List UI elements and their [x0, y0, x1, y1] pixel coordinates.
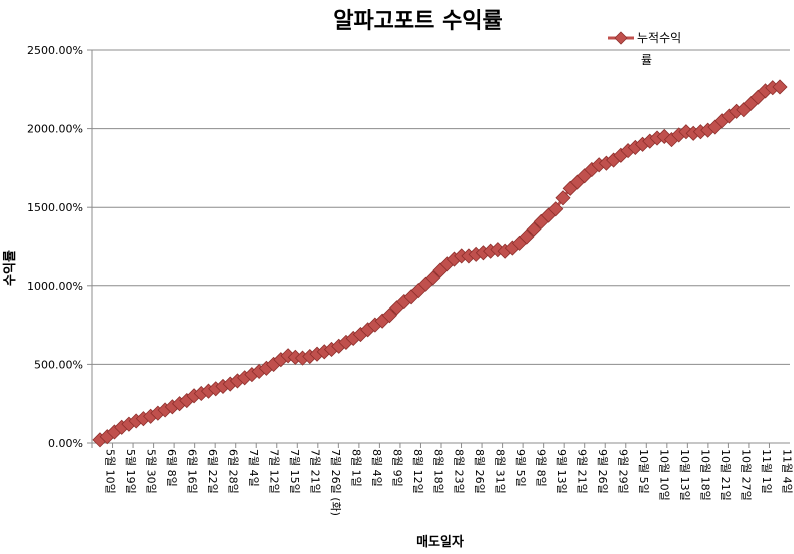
y-tick-label: 2500.00% — [27, 44, 83, 57]
y-tick-label: 1500.00% — [27, 201, 83, 214]
x-tick-label: 10월 5일 — [637, 449, 651, 494]
data-point — [519, 229, 535, 245]
x-tick-label: 10월 27일 — [740, 449, 754, 501]
data-point — [381, 308, 397, 324]
x-tick-label: 6월 8일 — [165, 449, 179, 487]
x-tick-label: 7월 12일 — [268, 449, 282, 494]
legend: 누적수익 률 — [608, 31, 681, 67]
x-tick-label: 11월 4일 — [781, 449, 794, 494]
x-tick-label: 10월 10일 — [658, 449, 672, 501]
legend-label-line2: 률 — [641, 53, 652, 67]
x-tick-label: 10월 21일 — [719, 449, 733, 501]
data-point — [526, 221, 542, 237]
y-tick-label: 0.00% — [48, 437, 83, 450]
y-tick-label: 1000.00% — [27, 280, 83, 293]
data-point — [548, 201, 564, 217]
x-tick-label: 7월 15일 — [288, 449, 302, 494]
y-axis: 0.00% 500.00% 1000.00% 1500.00% 2000.00% 2500… — [27, 44, 93, 450]
x-tick-label: 5월 30일 — [144, 449, 158, 494]
y-axis-title: 수익률 — [2, 250, 18, 286]
legend-label-line1: 누적수익 — [637, 31, 681, 45]
legend-marker — [614, 31, 628, 45]
x-tick-label: 8월 31일 — [493, 449, 507, 494]
x-tick-label: 9월 29일 — [617, 449, 631, 494]
x-axis: 5월 10일 5월 19일 5월 30일 6월 8일 6월 16일 6월 22일 6월 28… — [91, 442, 794, 516]
y-tick-label: 2000.00% — [27, 123, 83, 136]
x-tick-label: 9월 26일 — [596, 449, 610, 494]
data-point — [555, 190, 571, 206]
data-point — [425, 270, 441, 286]
x-tick-label: 8월 12일 — [411, 449, 425, 494]
x-tick-label: 8월 26일 — [473, 449, 487, 494]
x-tick-label: 8월 18일 — [432, 449, 446, 494]
x-tick-label: 10월 13일 — [678, 449, 692, 501]
x-tick-label: 7월 4일 — [247, 449, 261, 487]
x-tick-label: 7월 21일 — [309, 449, 323, 494]
x-tick-label: 7월 26일 (화) — [329, 449, 343, 516]
x-tick-label: 8월 1일 — [350, 449, 364, 487]
x-tick-label: 6월 28일 — [226, 449, 240, 494]
y-tick-label: 500.00% — [34, 358, 83, 371]
x-tick-label: 9월 5일 — [514, 449, 528, 487]
x-tick-label: 8월 23일 — [452, 449, 466, 494]
x-tick-label: 10월 18일 — [699, 449, 713, 501]
x-tick-label: 5월 10일 — [103, 449, 117, 494]
x-tick-label: 6월 16일 — [185, 449, 199, 494]
x-tick-label: 5월 19일 — [124, 449, 138, 494]
x-tick-label: 8월 4일 — [370, 449, 384, 487]
x-tick-label: 8월 9일 — [391, 449, 405, 487]
x-axis-title: 매도일자 — [416, 535, 464, 550]
data-point — [772, 79, 788, 95]
gridlines — [92, 49, 790, 444]
x-tick-label: 6월 22일 — [206, 449, 220, 494]
x-tick-label: 11월 1일 — [760, 449, 774, 494]
chart-title: 알파고포트 수익률 — [333, 9, 503, 34]
series-line — [92, 79, 788, 448]
x-tick-label: 9월 8일 — [534, 449, 548, 487]
x-tick-label: 9월 21일 — [575, 449, 589, 494]
x-tick-label: 9월 13일 — [555, 449, 569, 494]
